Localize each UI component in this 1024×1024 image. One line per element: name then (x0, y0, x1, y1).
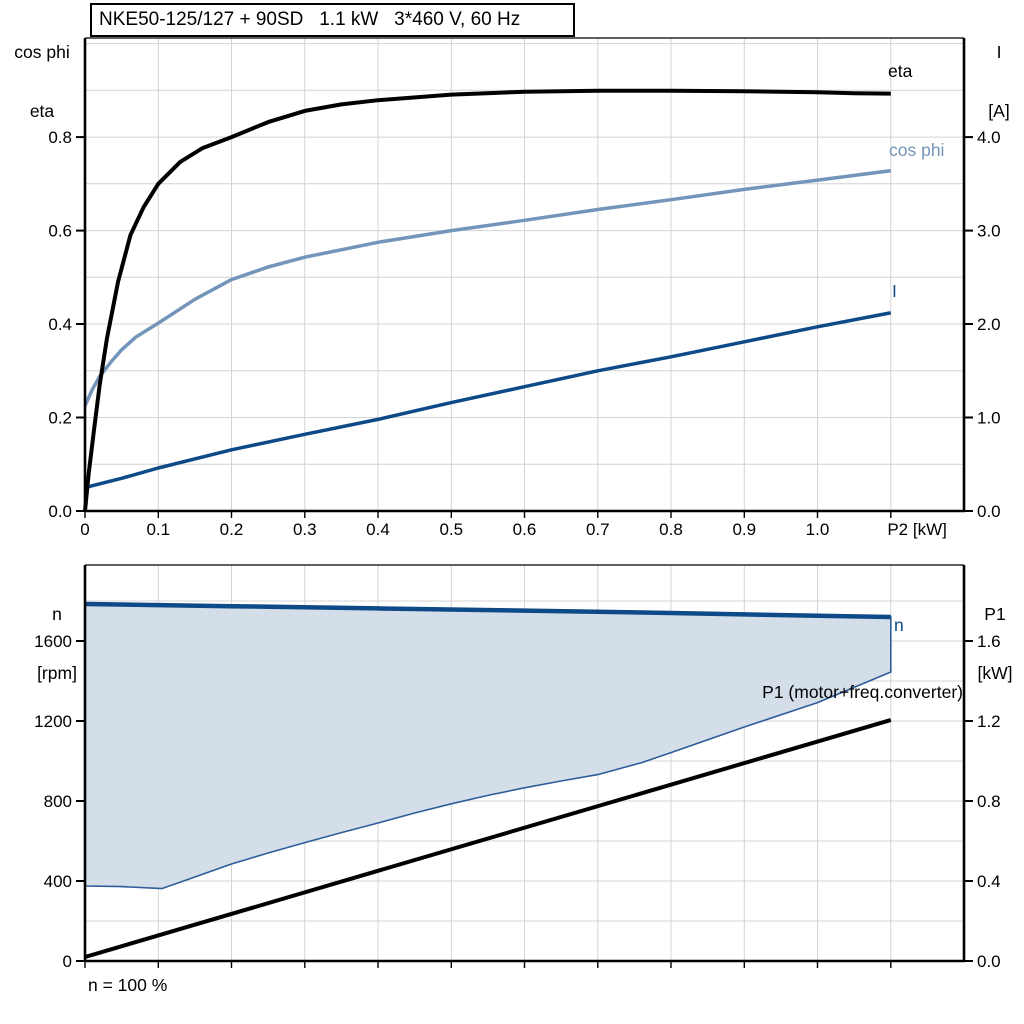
chart-title-box: NKE50-125/127 + 90SD 1.1 kW 3*460 V, 60 … (90, 3, 575, 37)
right-tick-label: 1.6 (977, 632, 1001, 651)
top-chart-canvas: 0.0 0.2 0.4 0.6 0.8 0.0 1.0 2.0 3.0 4.0 0 0.1 0.2 0.3… (48, 37, 1001, 539)
right-tick-label: 1.2 (977, 712, 1001, 731)
curve-eta (83, 88, 891, 512)
right-tick-label: 3.0 (977, 222, 1001, 241)
right-tick-label: 2.0 (977, 315, 1001, 334)
cos-phi-curve-label: cos phi (889, 140, 945, 160)
axis-label-speed: n (52, 604, 62, 624)
right-tick-label: 1.0 (977, 409, 1001, 428)
right-tick-label: 4.0 (977, 128, 1001, 147)
top-right-axis-label: I [A] (976, 4, 1022, 160)
x-tick-label: 0.9 (732, 520, 756, 539)
x-tick-label: 0.6 (513, 520, 537, 539)
bottom-chart-canvas: 0 400 800 1200 1600 0.0 0.4 0.8 1.2 1.6 (34, 564, 1001, 971)
right-tick-label: 0.4 (977, 872, 1001, 891)
left-tick-label: 0.2 (48, 409, 72, 428)
x-tick-label: 0.2 (220, 520, 244, 539)
axis-label-kw-unit: [kW] (977, 662, 1013, 683)
left-tick-label: 0.8 (48, 128, 72, 147)
x-axis-unit-label: P2 [kW] (887, 520, 947, 539)
p1-curve-label: P1 (motor+freq.converter) (762, 682, 963, 702)
eta-curve-label: eta (888, 61, 913, 81)
left-tick-label: 0 (63, 952, 72, 971)
bottom-left-axis-label: n [rpm] (26, 566, 88, 722)
top-left-axis-label: cos phi eta (6, 4, 78, 160)
bottom-right-axis-label: P1 [kW] (968, 566, 1022, 722)
axis-label-cos-phi: cos phi (14, 42, 70, 62)
speed-100-percent-annotation: n = 100 % (88, 975, 168, 995)
curve-I (84, 311, 892, 490)
axis-label-current: I (996, 42, 1002, 62)
left-tick-label: 800 (44, 792, 72, 811)
x-tick-label: 1.0 (806, 520, 830, 539)
x-tick-label: 0.5 (439, 520, 463, 539)
left-tick-label: 0.0 (48, 502, 72, 521)
left-tick-label: 1200 (34, 712, 72, 731)
axis-label-eta: eta (29, 100, 55, 121)
curve-n (84, 601, 891, 620)
curve-P1 (84, 718, 892, 959)
left-tick-label: 1600 (34, 632, 72, 651)
speed-control-range-area (84, 603, 892, 890)
x-tick-label: 0.3 (293, 520, 317, 539)
x-tick-label: 0.1 (146, 520, 170, 539)
left-tick-label: 0.6 (48, 222, 72, 241)
x-tick-label: 0.7 (586, 520, 610, 539)
x-tick-label: 0.4 (366, 520, 390, 539)
left-tick-label: 0.4 (48, 315, 72, 334)
axis-label-ampere-unit: [A] (988, 100, 1010, 121)
left-tick-label: 400 (44, 872, 72, 891)
right-tick-label: 0.8 (977, 792, 1001, 811)
right-tick-label: 0.0 (977, 952, 1001, 971)
curve-cos-phi (83, 168, 892, 407)
x-tick-label: 0.8 (659, 520, 683, 539)
x-tick-label: 0 (80, 520, 89, 539)
current-curve-label: I (892, 281, 897, 301)
axis-label-p1: P1 (984, 604, 1006, 624)
right-tick-label: 0.0 (977, 502, 1001, 521)
speed-curve-label: n (894, 615, 904, 635)
axis-label-rpm-unit: [rpm] (37, 662, 77, 683)
